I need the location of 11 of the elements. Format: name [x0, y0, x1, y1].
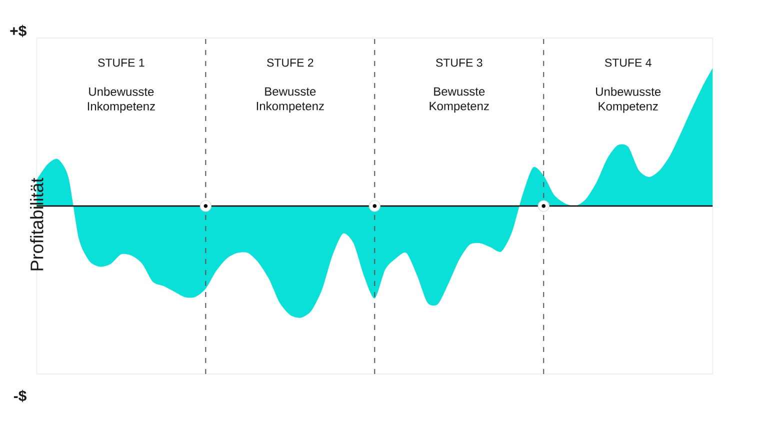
text: STUFE 1 [98, 58, 144, 67]
y-axis-title: Profitabilität [30, 178, 44, 270]
annotation: Bewusste Inkompetenz [256, 87, 324, 113]
text: STUFE 2 [267, 58, 314, 67]
text: STUFE 3 [436, 58, 482, 67]
annotation: Bewusste Kompetenz [430, 87, 489, 113]
text: +$ [10, 24, 26, 38]
text: STUFE 4 [604, 58, 652, 67]
annotation: Unbewusste Inkompetenz [88, 87, 155, 113]
annotation: Unbewusste Kompetenz [596, 87, 661, 113]
text: -$ [14, 390, 26, 402]
